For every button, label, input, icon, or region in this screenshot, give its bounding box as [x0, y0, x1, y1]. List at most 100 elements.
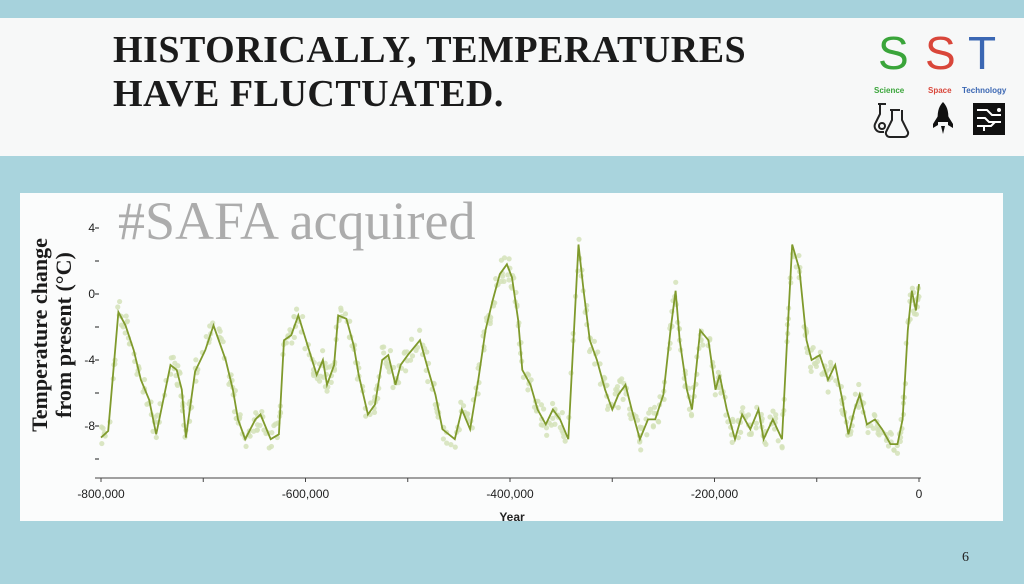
data-point [604, 406, 611, 412]
data-point [770, 408, 776, 414]
data-point [144, 401, 150, 407]
data-point [140, 389, 146, 395]
data-point [591, 338, 597, 344]
data-point [748, 430, 754, 436]
data-point [538, 422, 544, 428]
data-point [122, 330, 128, 336]
data-point [779, 445, 785, 451]
data-point [100, 425, 106, 431]
data-point [535, 398, 541, 404]
data-point [314, 376, 320, 382]
data-point [592, 361, 598, 367]
data-point [141, 376, 148, 383]
y-tick-label: -8 [84, 419, 95, 433]
page-number: 6 [962, 550, 969, 565]
data-point [381, 350, 387, 356]
title-line-1: HISTORICALLY, TEMPERATURES [113, 29, 747, 71]
data-point [712, 392, 718, 398]
data-point [99, 440, 105, 447]
logo-label-space: Space [928, 86, 952, 95]
data-point [498, 278, 504, 285]
data-point [328, 379, 334, 385]
data-point [387, 348, 394, 354]
data-point [115, 304, 121, 310]
data-point [123, 313, 129, 319]
y-axis-label: Temperature change from present (°C) [27, 200, 76, 470]
data-point [729, 416, 736, 422]
data-point [218, 336, 224, 342]
data-point [381, 344, 387, 350]
data-point [493, 276, 499, 282]
data-point [615, 405, 621, 411]
logo-label-science: Science [874, 86, 905, 95]
data-point [505, 272, 511, 278]
y-axis-label-line-1: Temperature change [27, 238, 52, 432]
logo-letter-s-science: S [878, 27, 909, 79]
data-point [254, 427, 260, 433]
data-point [254, 422, 261, 428]
data-point [259, 408, 265, 415]
temperature-line [100, 244, 920, 445]
y-tick-label: 4 [88, 221, 95, 235]
x-tick-label: 0 [916, 487, 923, 501]
data-point [506, 277, 512, 283]
logo-letter-t-technology: T [968, 27, 997, 79]
data-point [735, 435, 742, 441]
x-tick-label: -200,000 [691, 487, 739, 501]
data-point [852, 391, 859, 397]
data-point [368, 400, 374, 406]
x-axis-label: Year [499, 510, 525, 524]
data-point [525, 372, 532, 378]
slide-title: HISTORICALLY, TEMPERATURES HAVE FLUCTUAT… [113, 28, 746, 116]
data-point [193, 357, 199, 363]
data-point [243, 443, 249, 450]
data-point [402, 349, 408, 355]
data-point [656, 419, 662, 425]
watermark: #SAFA acquired [118, 191, 476, 251]
data-point [452, 444, 458, 450]
data-point [272, 421, 279, 427]
data-point [638, 426, 644, 432]
data-point [833, 378, 839, 384]
data-point [501, 255, 508, 261]
data-point [825, 389, 831, 395]
y-axis-label-line-2: from present (°C) [51, 252, 76, 418]
data-point [407, 357, 414, 363]
data-point [856, 381, 862, 388]
data-point [604, 382, 610, 388]
data-point [767, 414, 773, 420]
data-point [210, 320, 216, 326]
data-point [175, 363, 181, 369]
data-point [409, 353, 416, 359]
data-point [153, 434, 159, 441]
data-point [644, 432, 650, 438]
data-point [363, 413, 369, 419]
data-point [796, 252, 802, 259]
data-point [620, 396, 626, 402]
data-point [403, 368, 409, 374]
data-point [371, 409, 378, 415]
data-point [269, 430, 275, 436]
data-point [614, 384, 621, 390]
data-point [287, 327, 293, 333]
data-point [325, 384, 331, 390]
data-point [448, 442, 454, 448]
data-point [888, 431, 895, 437]
data-point [650, 424, 656, 430]
x-tick-label: -800,000 [77, 487, 125, 501]
data-point [444, 440, 450, 446]
title-line-2: HAVE FLUCTUATED. [113, 73, 504, 115]
data-point [289, 340, 295, 346]
data-point [385, 365, 392, 371]
data-point [638, 447, 644, 453]
data-point [118, 322, 125, 328]
data-point [541, 406, 547, 412]
data-point [891, 447, 897, 453]
data-point [913, 311, 919, 317]
data-point [688, 411, 695, 417]
data-point [293, 306, 300, 312]
data-point [617, 378, 623, 385]
axes-layer [95, 227, 921, 482]
data-point [576, 236, 582, 242]
